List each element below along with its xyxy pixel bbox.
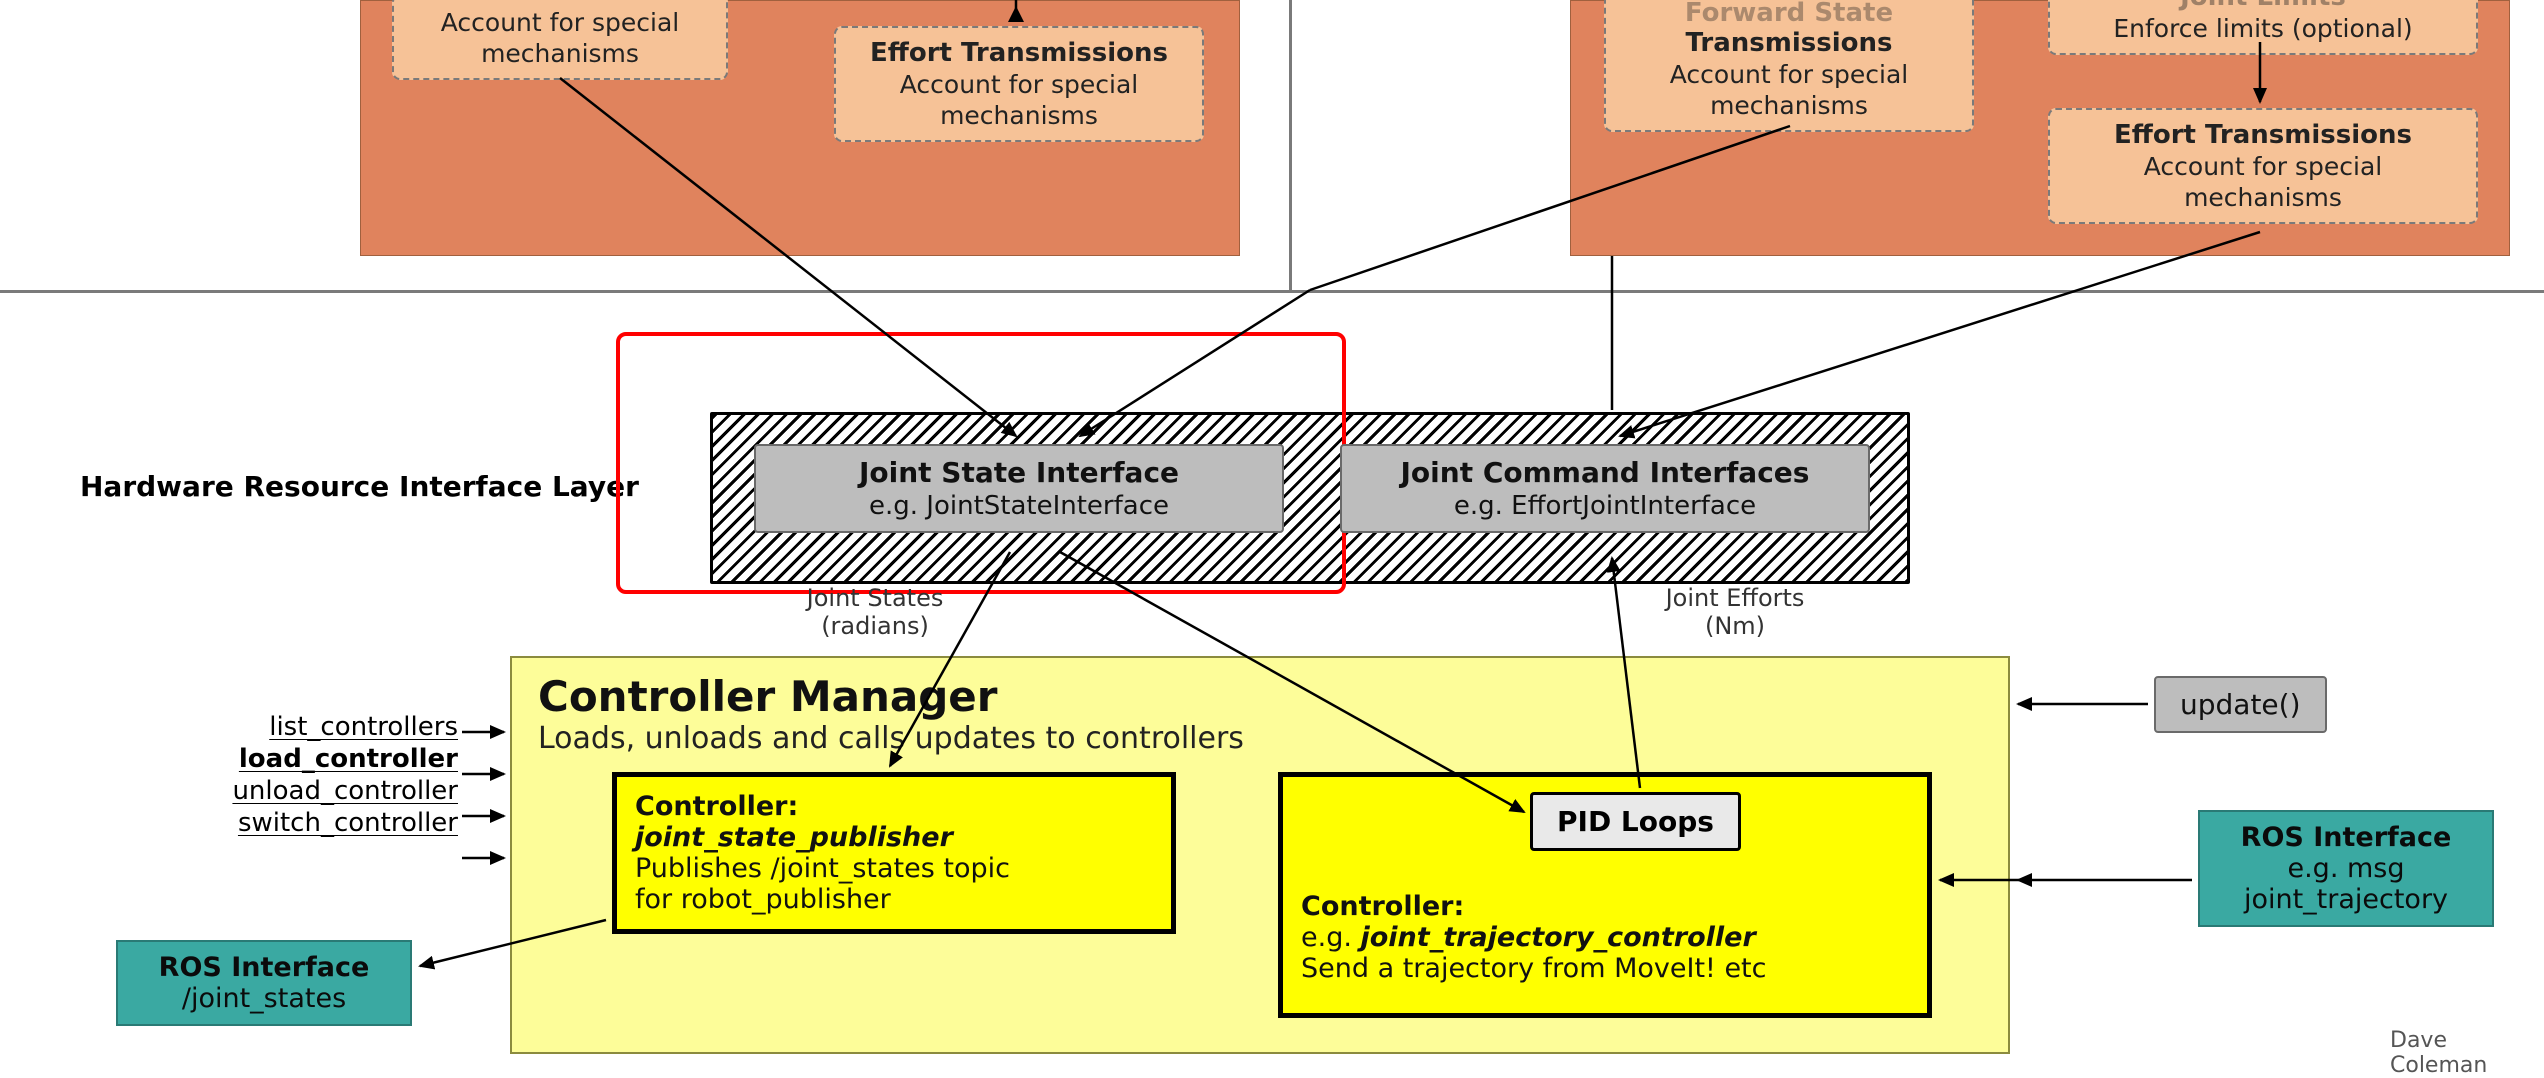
api-list: list_controllersload_controllerunload_co… [148,712,458,840]
line1: Joint Efforts [1620,584,1850,612]
hdr: ROS Interface [136,952,392,983]
text: Account for special [1620,60,1958,89]
line1: Send a trajectory from MoveIt! etc [1301,953,1909,984]
title: Transmissions [1620,28,1958,58]
title: Effort Transmissions [2064,120,2462,150]
joint-states-sublabel: Joint States (radians) [760,584,990,640]
line1: Publishes /joint_states topic [635,853,1153,884]
name: joint_state_publisher [635,822,1153,853]
sub: e.g. EffortJointInterface [1360,491,1850,521]
line2: for robot_publisher [635,884,1153,915]
prefix: e.g. [1301,922,1361,953]
label: update() [2180,688,2301,721]
line2: (Nm) [1620,612,1850,640]
text: Account for special [850,70,1188,99]
divider-h [0,290,2544,293]
cm-subtitle: Loads, unloads and calls updates to cont… [538,721,1982,756]
title-partial: Joint Limits [2064,0,2462,12]
controller-joint-state-publisher: Controller: joint_state_publisher Publis… [612,772,1176,934]
hdr: ROS Interface [2218,822,2474,853]
joint-command-interfaces: Joint Command Interfaces e.g. EffortJoin… [1340,444,1870,533]
ros-interface-left: ROS Interface /joint_states [116,940,412,1026]
ros-interface-right: ROS Interface e.g. msg joint_trajectory [2198,810,2494,927]
text: mechanisms [850,101,1188,130]
text: Account for special [408,8,712,37]
divider-v [1289,0,1292,290]
api-item: unload_controller [148,776,458,806]
line1: Joint States [760,584,990,612]
pid-loops: PID Loops [1530,792,1741,851]
api-item: list_controllers [148,712,458,742]
line2: joint_trajectory [2218,884,2474,915]
api-item: switch_controller [148,808,458,838]
text: Account for special [2064,152,2462,181]
box-tr-forward-state-transmissions: Forward State Transmissions Account for … [1604,0,1974,132]
title: Joint Command Interfaces [1360,456,1850,489]
cm-title: Controller Manager [538,672,1982,721]
box-tl-special-mechanisms: Account for special mechanisms [392,0,728,80]
text: mechanisms [1620,91,1958,120]
hdr: Controller: [635,791,1153,822]
line: /joint_states [136,983,392,1014]
credit: Dave Coleman [2390,1028,2544,1078]
box-tl-effort-transmissions: Effort Transmissions Account for special… [834,26,1204,142]
box-tr-effort-transmissions: Effort Transmissions Account for special… [2048,108,2478,224]
api-item: load_controller [148,744,458,774]
hdr: Controller: [1301,891,1909,922]
name: joint_trajectory_controller [1361,922,1756,953]
text: mechanisms [2064,183,2462,212]
title: Effort Transmissions [850,38,1188,68]
box-tr-joint-limits: Joint Limits Enforce limits (optional) [2048,0,2478,55]
label: PID Loops [1557,805,1714,838]
update-call: update() [2154,676,2327,733]
line2: (radians) [760,612,990,640]
hw-layer-label: Hardware Resource Interface Layer [80,470,639,503]
joint-efforts-sublabel: Joint Efforts (Nm) [1620,584,1850,640]
red-highlight [616,332,1346,594]
text: mechanisms [408,39,712,68]
title-partial: Forward State [1620,0,1958,28]
line1: e.g. msg [2218,853,2474,884]
text: Enforce limits (optional) [2064,14,2462,43]
